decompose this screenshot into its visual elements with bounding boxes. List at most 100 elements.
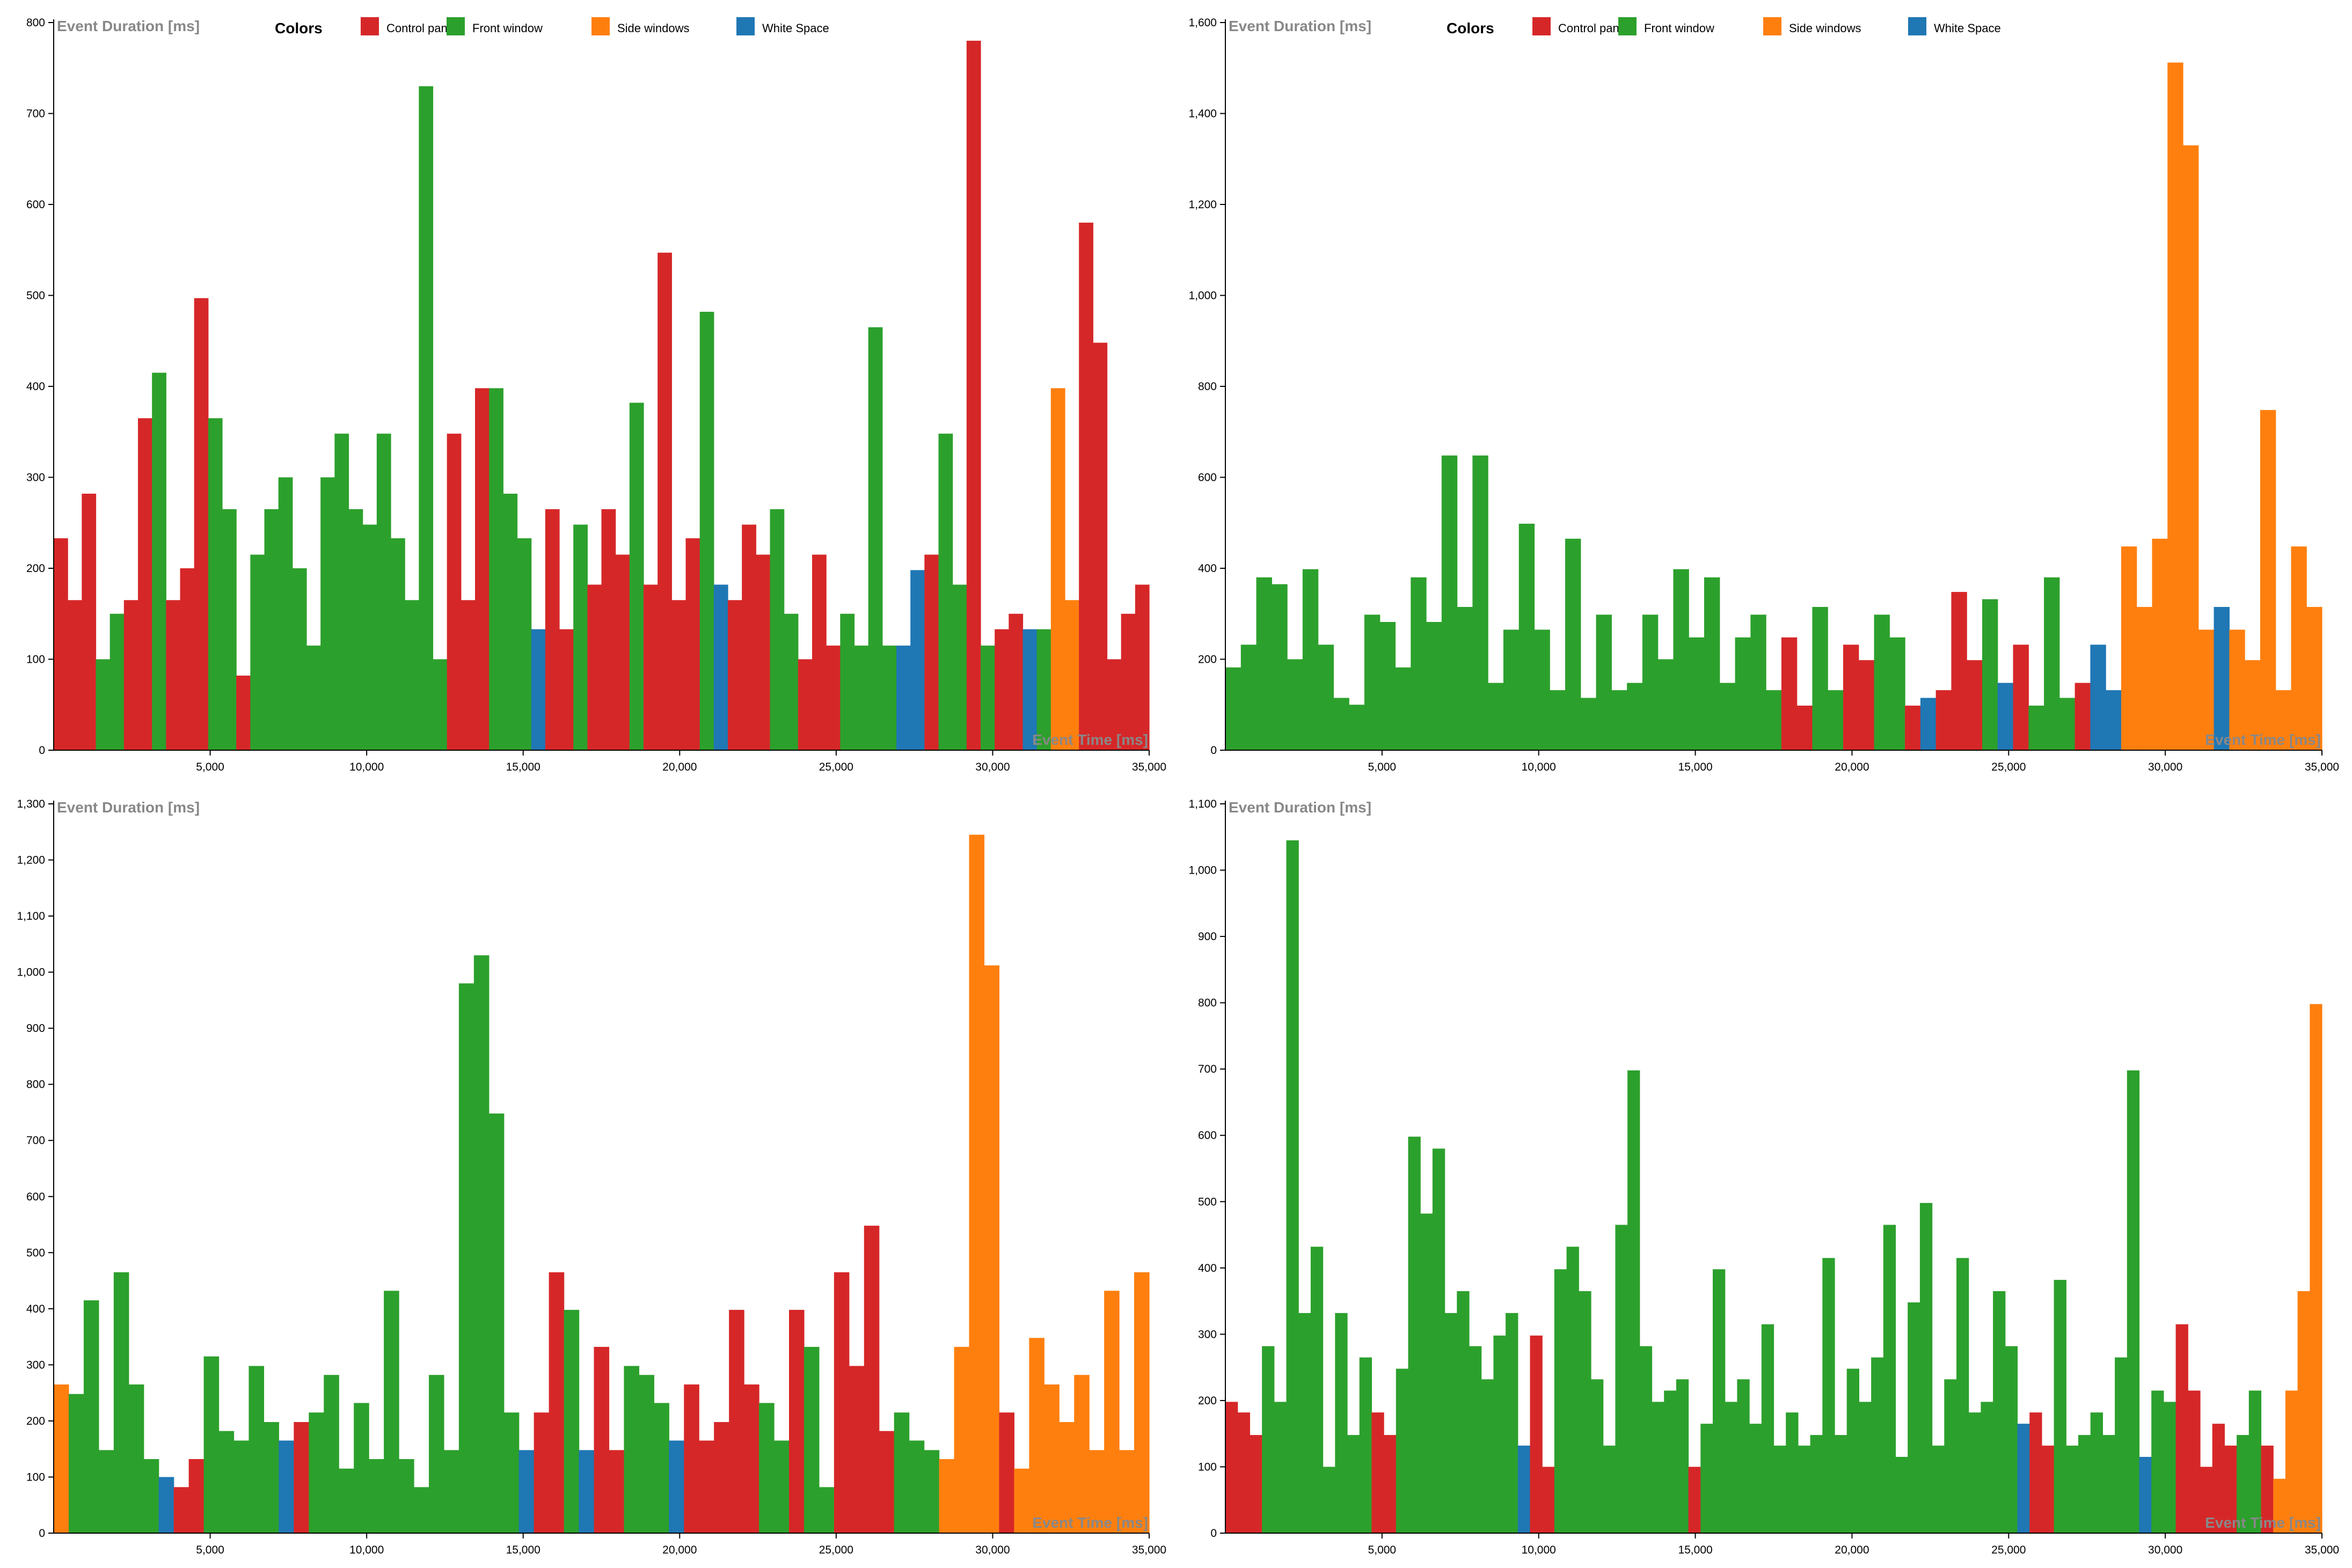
bar-white-space[interactable] (2214, 607, 2230, 750)
bar-front-window[interactable] (1298, 1313, 1311, 1533)
bar-side-windows[interactable] (2136, 607, 2153, 750)
bar-front-window[interactable] (143, 1459, 159, 1533)
bar-front-window[interactable] (1302, 569, 1319, 750)
bar-side-windows[interactable] (1104, 1291, 1120, 1533)
bar-control-panels[interactable] (615, 554, 630, 750)
bar-front-window[interactable] (405, 600, 419, 750)
bar-front-window[interactable] (1335, 1313, 1348, 1533)
bar-front-window[interactable] (414, 1487, 429, 1533)
bar-front-window[interactable] (770, 509, 785, 750)
bar-control-panels[interactable] (1107, 659, 1122, 751)
bar-front-window[interactable] (1611, 690, 1627, 750)
bar-front-window[interactable] (1591, 1379, 1604, 1533)
bar-side-windows[interactable] (2121, 546, 2137, 750)
bar-side-windows[interactable] (954, 1346, 970, 1533)
bar-front-window[interactable] (1579, 1291, 1591, 1533)
bar-control-panels[interactable] (644, 584, 658, 750)
bar-front-window[interactable] (443, 1450, 459, 1533)
bar-front-window[interactable] (369, 1459, 384, 1533)
bar-control-panels[interactable] (1079, 222, 1093, 750)
bar-control-panels[interactable] (447, 434, 462, 750)
bar-front-window[interactable] (1272, 584, 1288, 750)
bar-front-window[interactable] (348, 509, 363, 750)
bar-front-window[interactable] (1323, 1467, 1335, 1533)
bar-front-window[interactable] (2059, 698, 2076, 750)
bar-white-space[interactable] (579, 1450, 595, 1533)
bar-control-panels[interactable] (534, 1412, 550, 1533)
bar-control-panels[interactable] (545, 509, 560, 750)
bar-front-window[interactable] (2078, 1435, 2091, 1533)
bar-control-panels[interactable] (684, 1384, 699, 1533)
bar-front-window[interactable] (1676, 1379, 1689, 1533)
bar-front-window[interactable] (1408, 1137, 1421, 1533)
bar-front-window[interactable] (1944, 1379, 1957, 1533)
bar-side-windows[interactable] (2229, 629, 2245, 750)
bar-front-window[interactable] (1689, 637, 1705, 750)
bar-front-window[interactable] (473, 955, 490, 1533)
bar-control-panels[interactable] (461, 600, 476, 750)
bar-front-window[interactable] (419, 86, 434, 750)
bar-side-windows[interactable] (969, 834, 985, 1534)
bar-front-window[interactable] (2066, 1445, 2079, 1533)
bar-front-window[interactable] (1506, 1313, 1518, 1533)
bar-side-windows[interactable] (1044, 1384, 1060, 1533)
bar-control-panels[interactable] (1009, 613, 1024, 750)
bar-control-panels[interactable] (1542, 1467, 1555, 1533)
bar-side-windows[interactable] (939, 1459, 955, 1533)
bar-front-window[interactable] (924, 1450, 940, 1533)
bar-control-panels[interactable] (2200, 1467, 2213, 1533)
bar-control-panels[interactable] (549, 1272, 565, 1533)
bar-side-windows[interactable] (1089, 1450, 1105, 1533)
bar-front-window[interactable] (1704, 577, 1720, 750)
bar-front-window[interactable] (1036, 629, 1051, 750)
bar-front-window[interactable] (324, 1375, 339, 1533)
bar-front-window[interactable] (1225, 667, 1241, 750)
bar-front-window[interactable] (938, 434, 953, 750)
bar-front-window[interactable] (1835, 1435, 1847, 1533)
bar-side-windows[interactable] (1134, 1272, 1150, 1533)
bar-front-window[interactable] (1719, 683, 1736, 750)
bar-white-space[interactable] (1022, 629, 1038, 750)
bar-side-windows[interactable] (2167, 62, 2183, 751)
bar-front-window[interactable] (264, 509, 279, 750)
bar-front-window[interactable] (1488, 683, 1504, 750)
bar-front-window[interactable] (458, 983, 474, 1533)
bar-front-window[interactable] (1652, 1402, 1664, 1533)
bar-front-window[interactable] (1981, 1402, 1993, 1533)
bar-front-window[interactable] (1822, 1258, 1835, 1533)
bar-front-window[interactable] (309, 1412, 324, 1533)
bar-control-panels[interactable] (685, 538, 700, 750)
bar-control-panels[interactable] (475, 388, 490, 750)
bar-front-window[interactable] (1396, 1368, 1409, 1533)
bar-control-panels[interactable] (2224, 1445, 2237, 1533)
bar-front-window[interactable] (699, 312, 714, 750)
bar-front-window[interactable] (1534, 629, 1550, 750)
bar-front-window[interactable] (208, 418, 223, 750)
bar-front-window[interactable] (1310, 1247, 1324, 1533)
bar-front-window[interactable] (1895, 1456, 1908, 1533)
bar-control-panels[interactable] (1121, 613, 1136, 750)
bar-front-window[interactable] (2102, 1435, 2115, 1533)
bar-front-window[interactable] (1395, 667, 1411, 750)
bar-control-panels[interactable] (658, 252, 672, 751)
bar-front-window[interactable] (1627, 1070, 1640, 1533)
bar-white-space[interactable] (896, 646, 911, 750)
bar-control-panels[interactable] (744, 1384, 759, 1533)
bar-front-window[interactable] (2151, 1390, 2164, 1533)
bar-front-window[interactable] (1737, 1379, 1750, 1533)
bar-front-window[interactable] (1550, 690, 1566, 750)
bar-control-panels[interactable] (1688, 1467, 1701, 1533)
bar-front-window[interactable] (1566, 1247, 1579, 1533)
bar-front-window[interactable] (2127, 1070, 2140, 1533)
bar-front-window[interactable] (1287, 659, 1303, 751)
bar-white-space[interactable] (279, 1440, 294, 1533)
bar-front-window[interactable] (1919, 1203, 1933, 1533)
bar-front-window[interactable] (1846, 1368, 1859, 1533)
bar-front-window[interactable] (1615, 1225, 1628, 1533)
bar-front-window[interactable] (1871, 1357, 1884, 1533)
bar-control-panels[interactable] (714, 1422, 729, 1533)
bar-front-window[interactable] (96, 659, 111, 751)
bar-control-panels[interactable] (559, 629, 574, 750)
bar-control-panels[interactable] (1237, 1412, 1250, 1533)
bar-front-window[interactable] (759, 1403, 775, 1533)
